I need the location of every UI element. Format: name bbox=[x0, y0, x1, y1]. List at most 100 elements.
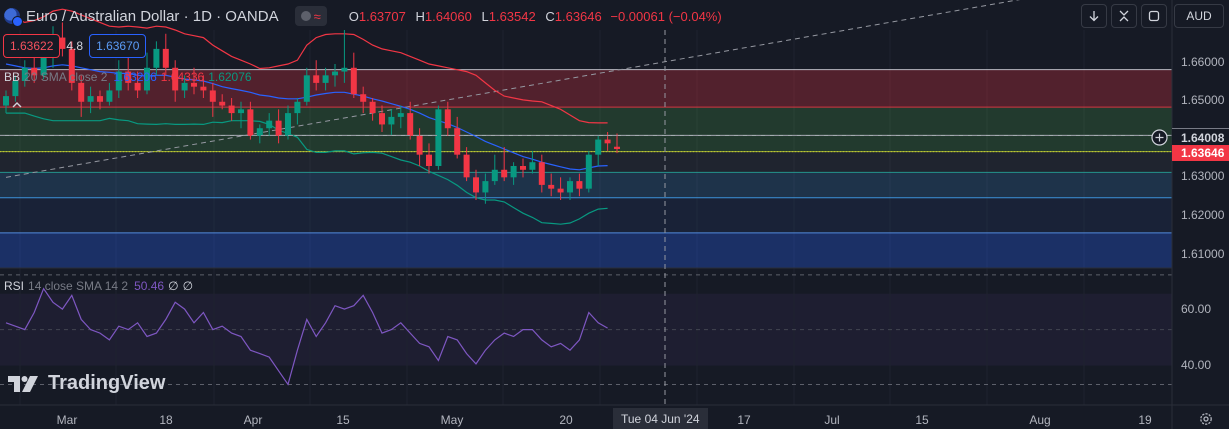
high-key: H bbox=[415, 8, 425, 24]
high-value: 1.64060 bbox=[424, 8, 472, 24]
candle-body bbox=[219, 101, 226, 106]
candle-body bbox=[68, 48, 75, 83]
candle-body bbox=[416, 135, 423, 155]
sell-button[interactable]: 1.63622 bbox=[3, 34, 61, 58]
candle-body bbox=[444, 109, 451, 129]
candle-body bbox=[341, 67, 348, 72]
bb-name: BB bbox=[4, 70, 21, 84]
bb-lower-band bbox=[6, 112, 608, 225]
collapse-pane-button[interactable] bbox=[1111, 4, 1137, 28]
candle-body bbox=[595, 139, 602, 155]
candle-body bbox=[294, 101, 301, 114]
candle-body bbox=[529, 162, 536, 170]
rsi-tick: 60.00 bbox=[1181, 302, 1212, 316]
rsi-na-1: ∅ bbox=[168, 279, 179, 293]
gear-icon[interactable] bbox=[1198, 411, 1214, 427]
candle-body bbox=[256, 128, 263, 136]
time-tick: 19 bbox=[1138, 413, 1152, 427]
candle-body bbox=[473, 177, 479, 193]
candle-body bbox=[482, 181, 489, 193]
bb-legend[interactable]: BB 20 SMA close 2 1.63206 1.64336 1.62076 bbox=[4, 70, 252, 84]
candle-body bbox=[604, 139, 611, 144]
candle-body bbox=[115, 71, 122, 91]
candle-body bbox=[59, 37, 66, 49]
collapse-arrows-icon bbox=[1119, 10, 1129, 22]
low-value: 1.63542 bbox=[488, 8, 536, 24]
trade-panel: 1.63622 4.8 1.63670 bbox=[3, 34, 147, 58]
candle-body bbox=[266, 120, 273, 129]
candle-body bbox=[614, 146, 620, 149]
rsi-line bbox=[5, 287, 608, 386]
arrow-down-icon bbox=[1089, 11, 1099, 22]
candle-body bbox=[463, 154, 470, 178]
price-tick: 1.65000 bbox=[1181, 93, 1225, 107]
ohlc-values: O1.63707 H1.64060 L1.63542 C1.63646 −0.0… bbox=[343, 9, 722, 24]
collapse-legend-button[interactable] bbox=[6, 96, 28, 114]
candle-body bbox=[501, 169, 508, 178]
candle-body bbox=[21, 67, 28, 81]
candle-body bbox=[313, 75, 320, 83]
close-key: C bbox=[545, 8, 555, 24]
candle-body bbox=[379, 113, 385, 125]
buy-button[interactable]: 1.63670 bbox=[89, 34, 147, 58]
candle-body bbox=[106, 90, 113, 102]
price-tick: 1.66000 bbox=[1181, 55, 1225, 69]
maximize-pane-button[interactable] bbox=[1141, 4, 1167, 28]
candle-body bbox=[31, 67, 38, 76]
candle-body bbox=[125, 71, 132, 83]
candle-body bbox=[585, 154, 592, 189]
price-tick: 1.62000 bbox=[1181, 208, 1225, 222]
low-key: L bbox=[481, 8, 489, 24]
candle-body bbox=[12, 81, 19, 97]
time-tick: 17 bbox=[737, 413, 751, 427]
candle-body bbox=[491, 169, 498, 182]
wave-icon: ≈ bbox=[313, 8, 321, 24]
candle-body bbox=[78, 82, 85, 102]
time-tick: Mar bbox=[56, 413, 78, 427]
candle-body bbox=[332, 71, 338, 76]
open-value: 1.63707 bbox=[358, 8, 406, 24]
candle-body bbox=[181, 82, 188, 91]
bb-upper-band bbox=[5, 8, 608, 124]
change-value: −0.00061 (−0.04%) bbox=[610, 8, 722, 24]
candle-body bbox=[369, 101, 376, 114]
candle-body bbox=[97, 96, 103, 102]
candle-body bbox=[275, 120, 282, 136]
time-tick: Apr bbox=[243, 413, 263, 427]
move-down-button[interactable] bbox=[1081, 4, 1107, 28]
symbol-title[interactable]: Euro / Australian Dollar · 1D · OANDA bbox=[26, 7, 279, 25]
crosshair-price-label: 1.64008 bbox=[1172, 128, 1229, 146]
candle-body bbox=[303, 75, 310, 102]
bb-lower-value: 1.62076 bbox=[208, 70, 252, 84]
candle-body bbox=[426, 154, 432, 166]
candle-body bbox=[247, 109, 254, 136]
market-status-pill[interactable]: ≈ bbox=[294, 6, 327, 26]
rsi-legend[interactable]: RSI 14 close SMA 14 2 50.46 ∅ ∅ bbox=[4, 279, 193, 293]
candle-body bbox=[548, 184, 555, 189]
candle-body bbox=[3, 96, 9, 106]
pane-toolbar bbox=[1081, 4, 1167, 28]
trend-line bbox=[5, 0, 1021, 178]
time-tick: 15 bbox=[336, 413, 350, 427]
candle-body bbox=[557, 188, 564, 193]
price-tick: 1.63000 bbox=[1181, 169, 1225, 183]
tradingview-logo[interactable]: TradingView bbox=[8, 372, 165, 395]
candle-body bbox=[238, 109, 244, 114]
candle-body bbox=[285, 113, 291, 136]
time-tick: May bbox=[440, 413, 464, 427]
candle-body bbox=[388, 116, 395, 125]
currency-selector[interactable]: AUD bbox=[1174, 4, 1224, 28]
open-key: O bbox=[348, 8, 359, 24]
chevron-up-icon bbox=[12, 102, 22, 108]
rsi-pane-bg bbox=[0, 268, 1172, 405]
add-alert-plus-icon[interactable] bbox=[1151, 129, 1168, 146]
candle-body bbox=[360, 94, 367, 102]
rsi-value: 50.46 bbox=[134, 279, 165, 293]
time-tick: 15 bbox=[915, 413, 929, 427]
candle-body bbox=[228, 105, 235, 114]
level-zone bbox=[0, 107, 1172, 152]
rsi-tick: 40.00 bbox=[1181, 358, 1212, 372]
market-closed-dot-icon bbox=[300, 11, 311, 21]
candle-body bbox=[162, 48, 169, 68]
